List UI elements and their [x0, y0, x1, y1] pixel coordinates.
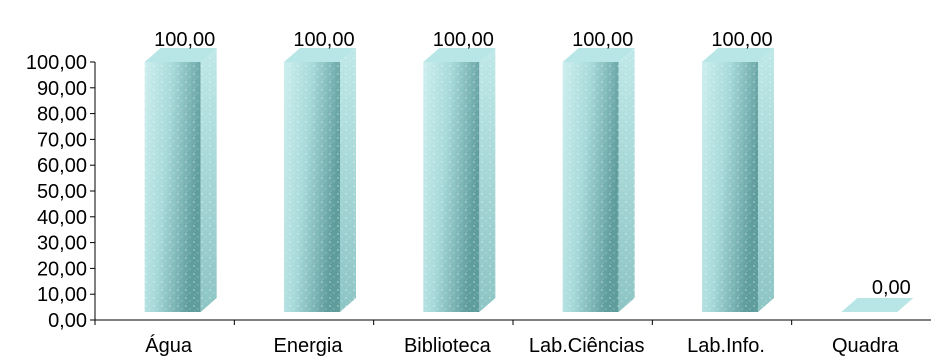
bar-top — [423, 48, 496, 62]
bar-texture — [423, 62, 480, 312]
y-tick-label: 80,00 — [37, 104, 87, 126]
bar-side-texture — [479, 48, 496, 312]
y-tick-label: 60,00 — [37, 155, 87, 177]
x-tick-label: Biblioteca — [404, 335, 492, 357]
bar-top — [144, 48, 217, 62]
y-tick-label: 70,00 — [37, 129, 87, 151]
bar-texture — [284, 62, 340, 312]
bar-side-texture — [758, 48, 774, 312]
data-label: 100,00 — [293, 29, 354, 51]
y-tick-label: 50,00 — [37, 181, 87, 203]
x-tick-label: Lab.Info. — [687, 335, 765, 357]
data-label: 100,00 — [711, 29, 772, 51]
y-tick-label: 0,00 — [48, 310, 87, 332]
data-label: 100,00 — [154, 29, 215, 51]
y-tick-label: 90,00 — [37, 78, 87, 100]
data-label: 100,00 — [433, 29, 494, 51]
bar-texture — [562, 62, 619, 312]
bar-5: 0,00 — [841, 277, 914, 312]
y-tick-label: 30,00 — [37, 233, 87, 255]
y-tick-label: 10,00 — [37, 284, 87, 306]
x-tick-label: Lab.Ciências — [529, 335, 645, 357]
bar-top — [702, 48, 774, 62]
bar-side-texture — [618, 48, 635, 312]
y-tick-label: 100,00 — [26, 52, 87, 74]
bar-4: 100,00 — [702, 29, 774, 312]
x-tick-label: Energia — [274, 335, 344, 357]
bar-2: 100,00 — [423, 29, 496, 312]
bar-texture — [702, 62, 758, 312]
bar-side-texture — [200, 48, 217, 312]
bar-1: 100,00 — [284, 29, 356, 312]
y-tick-label: 20,00 — [37, 258, 87, 280]
bar-top — [562, 48, 635, 62]
bar-texture — [144, 62, 201, 312]
data-label: 100,00 — [572, 29, 633, 51]
data-label: 0,00 — [872, 277, 911, 299]
bar-top — [284, 48, 356, 62]
plot-area: 100,00 Água 100,00 Energia 100,00 Biblioteca 1… — [26, 29, 931, 357]
bar-side-texture — [340, 48, 356, 312]
bar-0: 100,00 — [144, 29, 217, 312]
bar-top — [841, 298, 914, 312]
x-tick-label: Quadra — [832, 335, 900, 357]
x-tick-label: Água — [145, 334, 193, 357]
bar-3: 100,00 — [562, 29, 635, 312]
y-tick-label: 40,00 — [37, 207, 87, 229]
